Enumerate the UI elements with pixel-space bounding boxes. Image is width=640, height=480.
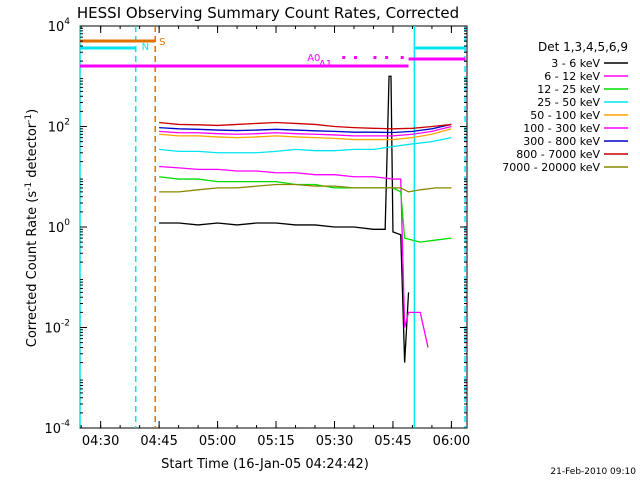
chart-title: HESSI Observing Summary Count Rates, Cor… [77, 4, 459, 22]
x-tick-label-6: 06:00 [433, 434, 470, 449]
y-tick-label-3: 102 [48, 118, 70, 136]
x-axis-label: Start Time (16-Jan-05 04:24:42) [161, 457, 369, 472]
plot-frame [79, 25, 468, 429]
annotation-1: S [159, 37, 165, 48]
legend-label-2: 6 - 12 keV [544, 70, 600, 83]
attenuator-dot-3 [373, 56, 377, 59]
attenuator-dot-2 [353, 56, 357, 59]
annotation-4: A1 [319, 59, 332, 70]
legend-label-4: 25 - 50 keV [537, 96, 600, 109]
x-tick-label-1: 04:45 [140, 434, 177, 449]
y-tick-label-4: 104 [48, 17, 71, 35]
series-line-7 [159, 123, 452, 134]
legend-label-7: 300 - 800 keV [523, 135, 600, 148]
y-tick-label-2: 100 [48, 218, 71, 236]
y-axis-label-sup2: -1 [24, 114, 34, 123]
y-tick-label-sup-0: -4 [61, 419, 70, 429]
y-tick-label-sup-4: 4 [64, 17, 70, 27]
y-axis-label-post: ) [25, 109, 40, 114]
y-axis-label-mid: detector [25, 122, 40, 182]
y-tick-label-1: 10-2 [44, 319, 70, 337]
attenuator-dot-5 [400, 56, 404, 59]
attenuator-dot-1 [342, 56, 346, 59]
attenuator-dot-4 [385, 56, 389, 59]
y-tick-label-0: 10-4 [44, 419, 70, 437]
series-line-9 [159, 183, 452, 193]
series-line-3 [159, 176, 452, 243]
x-tick-label-5: 05:45 [374, 434, 411, 449]
legend-title: Det 1,3,4,5,6,9 [538, 40, 628, 54]
x-tick-label-3: 05:15 [257, 434, 294, 449]
series-line-8 [159, 121, 452, 130]
footer-timestamp: 21-Feb-2010 09:10 [550, 467, 636, 477]
series-line-2 [159, 165, 429, 348]
series-line-4 [159, 137, 452, 154]
legend-label-8: 800 - 7000 keV [516, 148, 600, 161]
y-tick-label-sup-2: 0 [64, 218, 70, 228]
legend-label-1: 3 - 6 keV [551, 57, 600, 70]
series-line-1 [159, 75, 410, 363]
x-tick-label-4: 05:30 [316, 434, 353, 449]
x-tick-label-2: 05:00 [199, 434, 236, 449]
series-line-5 [159, 128, 452, 141]
legend-label-9: 7000 - 20000 keV [502, 161, 600, 174]
y-axis-label: Corrected Count Rate (s-1 detector-1) [24, 109, 40, 347]
y-tick-label-sup-3: 2 [64, 118, 70, 128]
annotation-3: A0 [307, 53, 320, 64]
annotation-2: N [142, 42, 149, 53]
series-line-6 [159, 125, 452, 137]
y-axis-label-pre: Corrected Count Rate (s [25, 191, 40, 348]
legend-label-6: 100 - 300 keV [523, 122, 600, 135]
legend-label-3: 12 - 25 keV [537, 83, 600, 96]
legend-label-5: 50 - 100 keV [530, 109, 600, 122]
x-tick-label-0: 04:30 [82, 434, 119, 449]
y-axis-label-sup1: -1 [24, 182, 34, 191]
y-tick-label-sup-1: -2 [61, 319, 70, 329]
